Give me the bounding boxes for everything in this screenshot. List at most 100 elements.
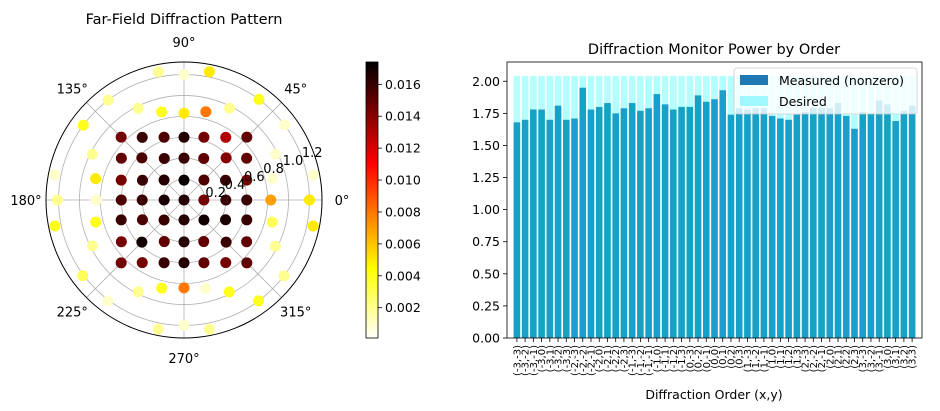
colorbar-segment [366, 108, 378, 111]
colorbar-segment [366, 156, 378, 160]
x-tick-label: (-1,0) [652, 345, 663, 372]
colorbar-segment [366, 227, 378, 231]
polar-title: Far-Field Diffraction Pattern [86, 12, 283, 28]
colorbar-segment [366, 255, 378, 259]
colorbar-segment [366, 197, 378, 201]
diffraction-point [198, 214, 210, 226]
diffraction-point [220, 257, 232, 269]
diffraction-point [102, 295, 114, 307]
diffraction-point [198, 174, 210, 186]
colorbar-segment [366, 246, 378, 249]
colorbar-segment [366, 250, 378, 254]
x-tick-label: (1,1) [776, 345, 787, 369]
measured-bar [694, 95, 702, 339]
diffraction-point [115, 152, 127, 164]
measured-bar [842, 115, 850, 338]
diffraction-point [178, 131, 190, 143]
diffraction-point [178, 107, 190, 119]
colorbar-segment [366, 78, 378, 81]
measured-bar [595, 106, 603, 338]
x-tick-label: (1,0) [768, 345, 779, 369]
x-tick-label: (2,0) [825, 345, 836, 369]
colorbar-segment [366, 317, 378, 321]
diffraction-point [136, 174, 148, 186]
diffraction-point [90, 194, 102, 206]
x-tick-label: (-1,3) [677, 345, 688, 372]
x-tick-label: (-3,0) [537, 345, 548, 372]
colorbar-segment [366, 282, 378, 286]
colorbar-segment [366, 135, 378, 139]
diffraction-point [307, 169, 319, 181]
x-tick-label: (0,-2) [694, 345, 705, 372]
colorbar-segment [366, 183, 378, 187]
x-tick-label: (-2,2) [611, 345, 622, 372]
diffraction-point [178, 194, 190, 206]
colorbar-segment [366, 252, 378, 256]
colorbar-segment [366, 229, 378, 233]
x-tick-label: (3,2) [899, 345, 910, 369]
colorbar-tick-label: 0.012 [385, 141, 421, 156]
colorbar-segment [366, 112, 378, 116]
y-tick-label: 0.50 [472, 266, 500, 281]
colorbar-segment [366, 220, 378, 224]
diffraction-point [253, 93, 265, 105]
measured-bar [793, 114, 801, 338]
colorbar-segment [366, 333, 378, 337]
measured-bar [719, 90, 727, 339]
diffraction-point [49, 220, 61, 232]
diffraction-point [158, 152, 170, 164]
diffraction-point [90, 216, 102, 228]
diffraction-point [200, 282, 212, 294]
diffraction-point [198, 131, 210, 143]
colorbar-segment [366, 312, 378, 316]
diffraction-point [49, 169, 61, 181]
measured-bar [530, 109, 537, 338]
measured-bar [620, 108, 628, 338]
colorbar-segment [366, 131, 378, 134]
colorbar-tick-label: 0.010 [385, 173, 421, 188]
diffraction-point [77, 270, 89, 282]
diffraction-point [220, 152, 232, 164]
theta-tick-label: 45° [284, 82, 307, 97]
measured-bar [851, 128, 858, 338]
colorbar-segment [366, 195, 378, 199]
diffraction-point [136, 131, 148, 143]
y-tick-label: 1.75 [472, 106, 500, 121]
colorbar-segment [366, 91, 378, 95]
diffraction-point [152, 323, 164, 335]
colorbar-segment [366, 121, 378, 125]
measured-bar [670, 109, 677, 338]
colorbar-segment [366, 179, 378, 183]
r-tick-label: 0.6 [244, 170, 265, 185]
diffraction-point [198, 152, 210, 164]
diffraction-point [241, 194, 253, 206]
colorbar-segment [366, 292, 378, 295]
measured-bar [579, 87, 587, 339]
diffraction-point [90, 173, 102, 185]
diffraction-point [220, 236, 232, 248]
measured-bar [785, 119, 792, 338]
diffraction-point [52, 194, 63, 206]
measured-bar [678, 106, 685, 338]
colorbar-segment [366, 315, 378, 318]
diffraction-point [253, 295, 265, 307]
y-tick-label: 0.25 [472, 298, 500, 313]
x-tick-label: (-2,-2) [578, 345, 589, 376]
diffraction-point [115, 131, 127, 143]
diffraction-point [203, 323, 215, 335]
theta-tick-label: 180° [10, 194, 41, 209]
colorbar-segment [366, 321, 378, 325]
colorbar-segment [366, 328, 378, 332]
diffraction-point [266, 216, 278, 228]
diffraction-point [178, 236, 190, 248]
measured-bar [875, 100, 883, 338]
y-tick-label: 0.00 [472, 331, 500, 346]
colorbar-segment [366, 186, 378, 190]
measured-bar [777, 118, 784, 338]
colorbar-segment [366, 326, 378, 330]
colorbar-tick-label: 0.014 [385, 109, 421, 124]
colorbar-segment [366, 308, 378, 311]
measured-bar [801, 112, 809, 338]
legend-label-measured: Measured (nonzero) [779, 73, 904, 88]
diffraction-point [136, 257, 148, 269]
